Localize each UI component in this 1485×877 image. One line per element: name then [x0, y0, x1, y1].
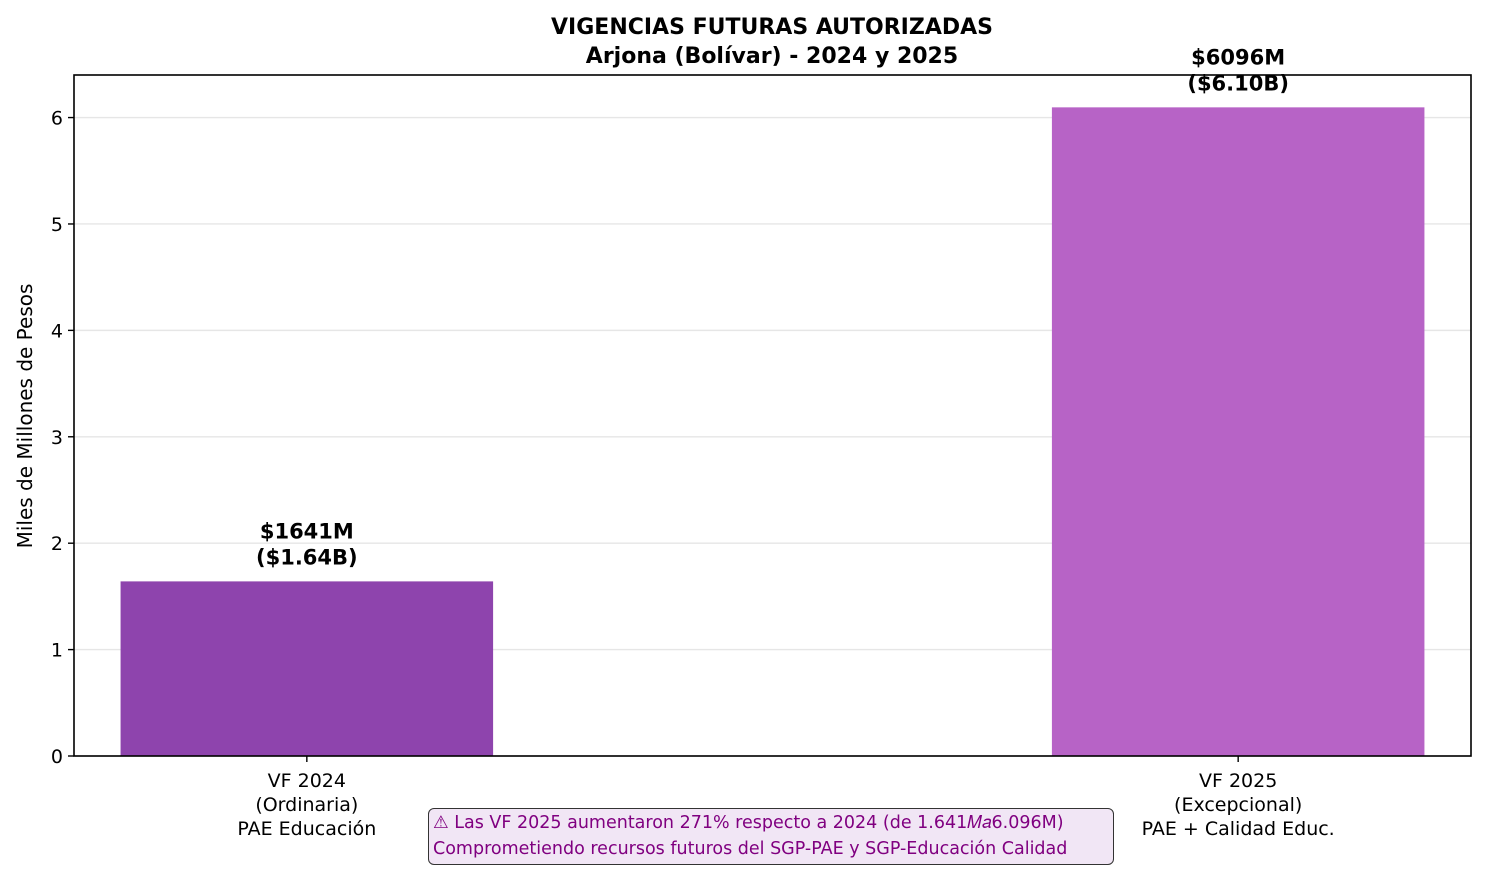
y-tick-label: 1 — [51, 640, 63, 662]
data-labels: $1641M($1.64B) $6096M($6.10B) — [256, 45, 1289, 569]
bar — [120, 581, 494, 756]
bars — [120, 107, 1425, 756]
chart-subtitle: Arjona (Bolívar) - 2024 y 2025 — [586, 44, 958, 69]
y-tick-label: 2 — [51, 533, 63, 555]
x-tick-label: (Ordinaria) — [255, 794, 358, 816]
plot-frame — [73, 74, 1472, 757]
y-tick-label: 4 — [51, 320, 63, 342]
data-label: ($6.10B) — [1187, 71, 1289, 95]
x-tick-label: PAE + Calidad Educ. — [1142, 818, 1335, 840]
data-label: ($1.64B) — [256, 545, 358, 569]
x-axis-ticks: VF 2024(Ordinaria)PAE Educación VF 2025(E… — [237, 756, 1335, 840]
x-tick-label: PAE Educación — [237, 818, 376, 840]
y-axis-ticks: 0 1 2 3 4 5 6 — [51, 108, 74, 768]
annotation-line-2: Comprometiendo recursos futuros del SGP-… — [433, 839, 1068, 859]
annotation-box: ⚠ Las VF 2025 aumentaron 271% respecto a… — [428, 808, 1114, 865]
x-tick-label: (Excepcional) — [1174, 794, 1302, 816]
y-tick-label: 0 — [51, 746, 63, 768]
x-tick-label: VF 2025 — [1199, 770, 1277, 792]
x-tick-label: VF 2024 — [268, 770, 346, 792]
data-label: $6096M — [1191, 45, 1285, 69]
y-axis-label: Miles de Millones de Pesos — [13, 284, 37, 549]
data-label: $1641M — [260, 519, 354, 543]
y-tick-label: 6 — [51, 108, 63, 130]
y-tick-label: 5 — [51, 214, 63, 236]
chart-title: VIGENCIAS FUTURAS AUTORIZADAS — [551, 15, 993, 40]
annotation-line-1: ⚠ Las VF 2025 aumentaron 271% respecto a… — [433, 813, 1064, 833]
bar — [1051, 107, 1425, 756]
y-tick-label: 3 — [51, 427, 63, 449]
